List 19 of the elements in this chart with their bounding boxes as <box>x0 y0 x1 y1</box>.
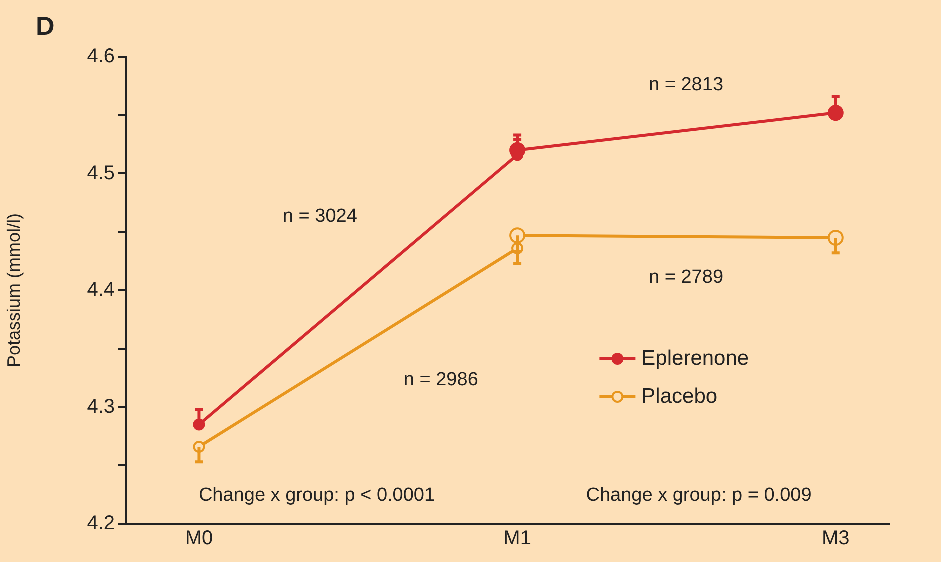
annotation: n = 2986 <box>404 370 478 391</box>
legend-label: Eplerenone <box>642 346 750 370</box>
annotation: n = 2813 <box>649 74 724 96</box>
annotation: Change x group: p = 0.009 <box>586 485 812 506</box>
x-tick-label: M0 <box>185 528 214 550</box>
x-tick-label: M3 <box>822 528 850 550</box>
y-tick-label: 4.5 <box>87 162 115 184</box>
y-tick-label: 4.2 <box>87 512 115 535</box>
annotation: n = 3024 <box>282 206 358 228</box>
annotation: Change x group: p < 0.0001 <box>198 485 436 506</box>
point <box>828 105 844 122</box>
annotation: n = 2789 <box>649 266 724 288</box>
y-axis-title: Potassium (mmol/l) <box>4 213 24 368</box>
y-tick-label: 4.4 <box>87 279 115 302</box>
chart-title: D <box>36 11 55 42</box>
x-tick-label: M1 <box>504 528 532 550</box>
y-tick-label: 4.3 <box>87 396 115 418</box>
legend-label: Placebo <box>642 384 718 408</box>
y-tick-label: 4.6 <box>87 46 115 68</box>
